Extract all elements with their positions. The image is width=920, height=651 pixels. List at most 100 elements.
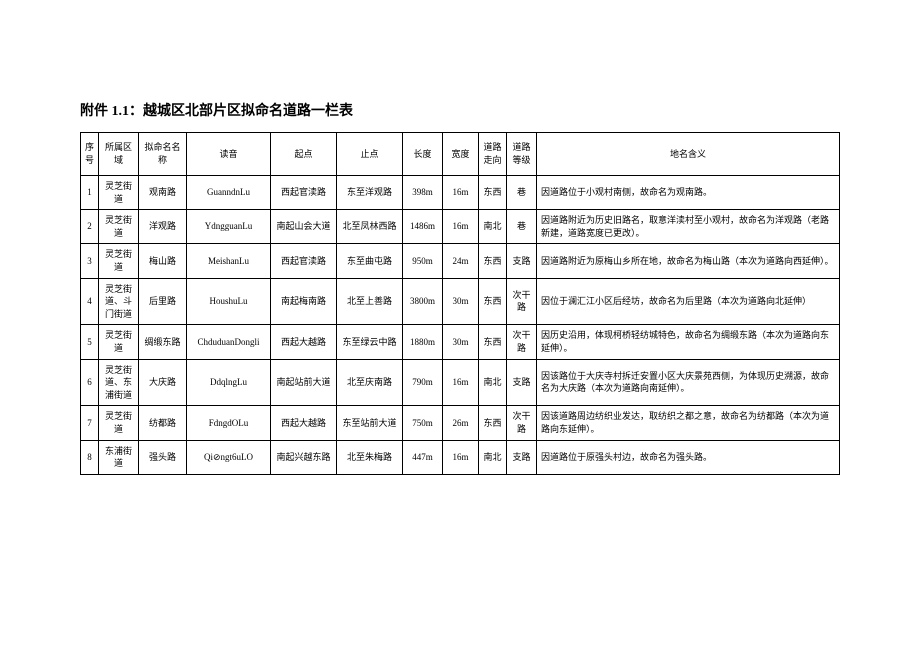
- cell-seq: 6: [81, 359, 99, 406]
- cell-name: 绸缎东路: [139, 325, 187, 359]
- cell-end: 北至庆南路: [337, 359, 403, 406]
- table-row: 6灵芝街道、东浦街道大庆路DdqlngLu南起站前大道北至庆南路790m16m南…: [81, 359, 840, 406]
- cell-area: 东浦街道: [99, 440, 139, 474]
- col-seq: 序号: [81, 133, 99, 176]
- col-end: 止点: [337, 133, 403, 176]
- cell-wid: 16m: [443, 210, 479, 244]
- cell-lvl: 支路: [507, 440, 537, 474]
- cell-lvl: 巷: [507, 210, 537, 244]
- cell-dir: 东西: [479, 325, 507, 359]
- roads-table: 序号 所属区域 拟命名名称 读音 起点 止点 长度 宽度 道路走向 道路等级 地…: [80, 132, 840, 475]
- table-row: 1灵芝街道观南路GuanndnLu西起官渎路东至洋观路398m16m东西巷因道路…: [81, 176, 840, 210]
- cell-wid: 16m: [443, 359, 479, 406]
- cell-seq: 5: [81, 325, 99, 359]
- cell-end: 北至朱梅路: [337, 440, 403, 474]
- cell-wid: 24m: [443, 244, 479, 278]
- cell-dir: 南北: [479, 440, 507, 474]
- cell-read: YdngguanLu: [187, 210, 271, 244]
- cell-len: 398m: [403, 176, 443, 210]
- cell-mean: 因历史沿用，体现柯桥轻纺城特色，故命名为绸缎东路（本次为道路向东延伸）。: [537, 325, 840, 359]
- cell-len: 750m: [403, 406, 443, 440]
- cell-end: 北至凤林西路: [337, 210, 403, 244]
- col-mean: 地名含义: [537, 133, 840, 176]
- cell-read: ChduduanDongli: [187, 325, 271, 359]
- cell-lvl: 次干路: [507, 325, 537, 359]
- table-header-row: 序号 所属区域 拟命名名称 读音 起点 止点 长度 宽度 道路走向 道路等级 地…: [81, 133, 840, 176]
- col-len: 长度: [403, 133, 443, 176]
- cell-lvl: 巷: [507, 176, 537, 210]
- doc-title: 附件 1.1：越城区北部片区拟命名道路一栏表: [80, 100, 840, 120]
- cell-end: 东至站前大道: [337, 406, 403, 440]
- cell-name: 强头路: [139, 440, 187, 474]
- cell-wid: 26m: [443, 406, 479, 440]
- cell-wid: 30m: [443, 278, 479, 325]
- cell-len: 790m: [403, 359, 443, 406]
- cell-len: 1486m: [403, 210, 443, 244]
- cell-lvl: 次干路: [507, 406, 537, 440]
- cell-name: 梅山路: [139, 244, 187, 278]
- cell-area: 灵芝街道: [99, 325, 139, 359]
- cell-name: 观南路: [139, 176, 187, 210]
- cell-area: 灵芝街道、斗门街道: [99, 278, 139, 325]
- cell-area: 灵芝街道: [99, 406, 139, 440]
- cell-start: 南起站前大道: [271, 359, 337, 406]
- cell-start: 西起大越路: [271, 406, 337, 440]
- cell-dir: 东西: [479, 406, 507, 440]
- cell-start: 南起兴越东路: [271, 440, 337, 474]
- cell-wid: 16m: [443, 176, 479, 210]
- table-row: 2灵芝街道洋观路YdngguanLu南起山会大道北至凤林西路1486m16m南北…: [81, 210, 840, 244]
- cell-start: 南起梅南路: [271, 278, 337, 325]
- cell-end: 北至上善路: [337, 278, 403, 325]
- cell-len: 447m: [403, 440, 443, 474]
- table-row: 7灵芝街道纺都路FdngdOLu西起大越路东至站前大道750m26m东西次干路因…: [81, 406, 840, 440]
- cell-seq: 2: [81, 210, 99, 244]
- cell-len: 1880m: [403, 325, 443, 359]
- cell-mean: 因该道路周边纺织业发达，取纺织之都之意，故命名为纺都路（本次为道路向东延伸）。: [537, 406, 840, 440]
- cell-read: GuanndnLu: [187, 176, 271, 210]
- cell-seq: 3: [81, 244, 99, 278]
- cell-lvl: 次干路: [507, 278, 537, 325]
- table-row: 8东浦街道强头路Qi⊘ngt6uLO南起兴越东路北至朱梅路447m16m南北支路…: [81, 440, 840, 474]
- col-wid: 宽度: [443, 133, 479, 176]
- table-row: 4灵芝街道、斗门街道后里路HoushuLu南起梅南路北至上善路3800m30m东…: [81, 278, 840, 325]
- cell-lvl: 支路: [507, 244, 537, 278]
- cell-end: 东至绿云中路: [337, 325, 403, 359]
- cell-dir: 东西: [479, 278, 507, 325]
- cell-dir: 东西: [479, 244, 507, 278]
- cell-dir: 南北: [479, 210, 507, 244]
- cell-read: Qi⊘ngt6uLO: [187, 440, 271, 474]
- col-area: 所属区域: [99, 133, 139, 176]
- cell-end: 东至洋观路: [337, 176, 403, 210]
- cell-area: 灵芝街道: [99, 244, 139, 278]
- cell-area: 灵芝街道: [99, 176, 139, 210]
- cell-seq: 7: [81, 406, 99, 440]
- cell-start: 西起大越路: [271, 325, 337, 359]
- cell-mean: 因道路附近为原梅山乡所在地，故命名为梅山路（本次为道路向西延伸）。: [537, 244, 840, 278]
- col-dir: 道路走向: [479, 133, 507, 176]
- cell-seq: 1: [81, 176, 99, 210]
- cell-dir: 南北: [479, 359, 507, 406]
- cell-wid: 16m: [443, 440, 479, 474]
- cell-name: 纺都路: [139, 406, 187, 440]
- cell-seq: 8: [81, 440, 99, 474]
- cell-seq: 4: [81, 278, 99, 325]
- cell-end: 东至曲屯路: [337, 244, 403, 278]
- table-row: 5灵芝街道绸缎东路ChduduanDongli西起大越路东至绿云中路1880m3…: [81, 325, 840, 359]
- col-read: 读音: [187, 133, 271, 176]
- cell-lvl: 支路: [507, 359, 537, 406]
- col-lvl: 道路等级: [507, 133, 537, 176]
- cell-read: FdngdOLu: [187, 406, 271, 440]
- cell-mean: 因道路附近为历史旧路名，取意洋渎村至小观村，故命名为洋观路（老路新建，道路宽度已…: [537, 210, 840, 244]
- cell-area: 灵芝街道: [99, 210, 139, 244]
- cell-mean: 因道路位于原强头村边，故命名为强头路。: [537, 440, 840, 474]
- cell-len: 3800m: [403, 278, 443, 325]
- cell-name: 洋观路: [139, 210, 187, 244]
- cell-start: 南起山会大道: [271, 210, 337, 244]
- cell-mean: 因道路位于小观村南侧，故命名为观南路。: [537, 176, 840, 210]
- cell-name: 大庆路: [139, 359, 187, 406]
- cell-read: MeishanLu: [187, 244, 271, 278]
- cell-wid: 30m: [443, 325, 479, 359]
- cell-name: 后里路: [139, 278, 187, 325]
- table-row: 3灵芝街道梅山路MeishanLu西起官渎路东至曲屯路950m24m东西支路因道…: [81, 244, 840, 278]
- cell-len: 950m: [403, 244, 443, 278]
